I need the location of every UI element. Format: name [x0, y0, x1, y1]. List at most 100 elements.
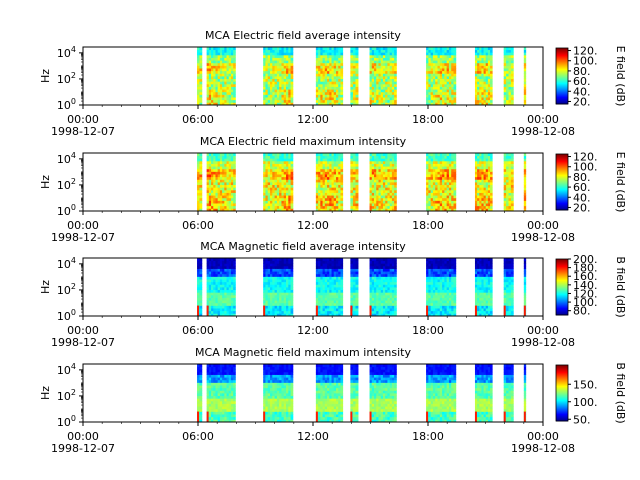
spectrogram-cell	[426, 102, 429, 106]
spectrogram-cell	[217, 155, 221, 159]
spectrogram-cell	[290, 310, 294, 314]
spectrogram-cell	[230, 205, 234, 209]
spectrogram-cell	[394, 155, 397, 159]
spectrogram-cell	[350, 158, 354, 162]
spectrogram-cell	[208, 308, 212, 312]
spectrogram-cell	[318, 57, 321, 61]
spectrogram-cell	[430, 62, 434, 66]
spectrogram-cell	[435, 57, 438, 61]
spectrogram-cell	[267, 203, 271, 207]
spectrogram-cell	[288, 271, 291, 275]
spectrogram-cell	[336, 310, 339, 314]
spectrogram-cell	[281, 297, 285, 301]
spectrogram-cell	[217, 302, 221, 306]
spectrogram-cell	[228, 54, 232, 58]
colorbar-swatch	[556, 169, 568, 172]
spectrogram-cell	[265, 168, 269, 172]
spectrogram-cell	[487, 195, 491, 199]
spectrogram-cell	[215, 297, 219, 301]
spectrogram-cell	[483, 182, 487, 186]
spectrogram-cell	[230, 313, 234, 317]
spectrogram-cell	[272, 305, 275, 309]
spectrogram-cell	[451, 179, 454, 183]
spectrogram-cell	[437, 205, 441, 209]
spectrogram-cell	[279, 302, 282, 306]
spectrogram-cell	[288, 70, 291, 74]
spectrogram-cell	[479, 174, 482, 178]
spectrogram-cell	[329, 187, 332, 191]
spectrogram-cell	[228, 47, 232, 51]
spectrogram-cell	[283, 184, 287, 188]
spectrogram-cell	[385, 86, 388, 90]
spectrogram-cell	[213, 176, 216, 180]
colorbar-swatch	[556, 172, 568, 175]
spectrogram-cell	[336, 62, 339, 66]
spectrogram-cell	[283, 203, 287, 207]
spectrogram-cell	[290, 200, 294, 204]
spectrogram-cell	[376, 284, 379, 288]
spectrogram-cell	[318, 83, 321, 87]
spectrogram-cell	[387, 189, 391, 193]
spectrogram-cell	[322, 153, 326, 157]
spectrogram-cell	[322, 203, 326, 207]
spectrogram-cell	[197, 76, 200, 80]
spectrogram-cell	[483, 65, 487, 69]
spectrogram-cell	[199, 68, 203, 72]
spectrogram-cell	[265, 60, 269, 64]
spectrogram-cell	[331, 263, 335, 267]
y-axis-label: Hz	[39, 69, 52, 83]
spectrogram-cell	[265, 158, 269, 162]
spectrogram-cell	[206, 265, 210, 269]
spectrogram-cell	[340, 292, 344, 296]
spectrogram-cell	[477, 153, 480, 157]
spectrogram-cell	[374, 86, 377, 90]
spectrogram-cell	[490, 184, 493, 188]
spectrogram-cell	[290, 273, 294, 277]
spectrogram-cell	[270, 184, 273, 188]
spectrogram-cell	[331, 292, 335, 296]
spectrogram-cell	[286, 192, 289, 196]
spectrogram-cell	[477, 70, 480, 74]
spectrogram-cell	[355, 200, 359, 204]
spectrogram-cell	[206, 158, 210, 162]
spectrogram-cell	[380, 158, 384, 162]
spectrogram-cell	[474, 187, 478, 191]
spectrogram-cell	[376, 49, 379, 53]
spectrogram-cell	[331, 195, 335, 199]
spectrogram-cell	[369, 81, 373, 85]
spectrogram-cell	[263, 279, 266, 283]
spectrogram-cell	[355, 47, 359, 51]
spectrogram-cell	[276, 153, 280, 157]
spectrogram-cell	[333, 305, 337, 309]
spectrogram-cell	[481, 73, 484, 77]
spectrogram-cell	[226, 57, 230, 61]
spectrogram-cell	[382, 208, 386, 212]
spectrogram-cell	[474, 182, 478, 186]
spectrogram-cell	[510, 91, 514, 95]
spectrogram-cell	[219, 292, 223, 296]
spectrogram-cell	[215, 300, 219, 304]
spectrogram-cell	[224, 313, 227, 317]
spectrogram-cell	[286, 184, 289, 188]
spectrogram-cell	[199, 176, 203, 180]
spectrogram-cell	[279, 308, 282, 312]
spectrogram-cell	[222, 60, 225, 64]
spectrogram-cell	[352, 268, 356, 272]
spectrogram-cell	[318, 281, 321, 285]
spectrogram-cell	[369, 155, 373, 159]
spectrogram-cell	[211, 302, 214, 306]
spectrogram-cell	[508, 47, 512, 51]
spectrogram-cell	[510, 158, 514, 162]
spectrogram-cell	[224, 200, 227, 204]
spectrogram-cell	[228, 258, 232, 262]
spectrogram-cell	[477, 99, 480, 103]
spectrogram-cell	[199, 102, 203, 106]
spectrogram-cell	[279, 99, 282, 103]
spectrogram-cell	[228, 271, 232, 275]
spectrogram-cell	[224, 78, 227, 82]
spectrogram-cell	[213, 208, 216, 212]
spectrogram-cell	[432, 49, 436, 53]
spectrogram-cell	[340, 102, 344, 106]
spectrogram-cell	[320, 297, 323, 301]
spectrogram-cell	[215, 305, 219, 309]
